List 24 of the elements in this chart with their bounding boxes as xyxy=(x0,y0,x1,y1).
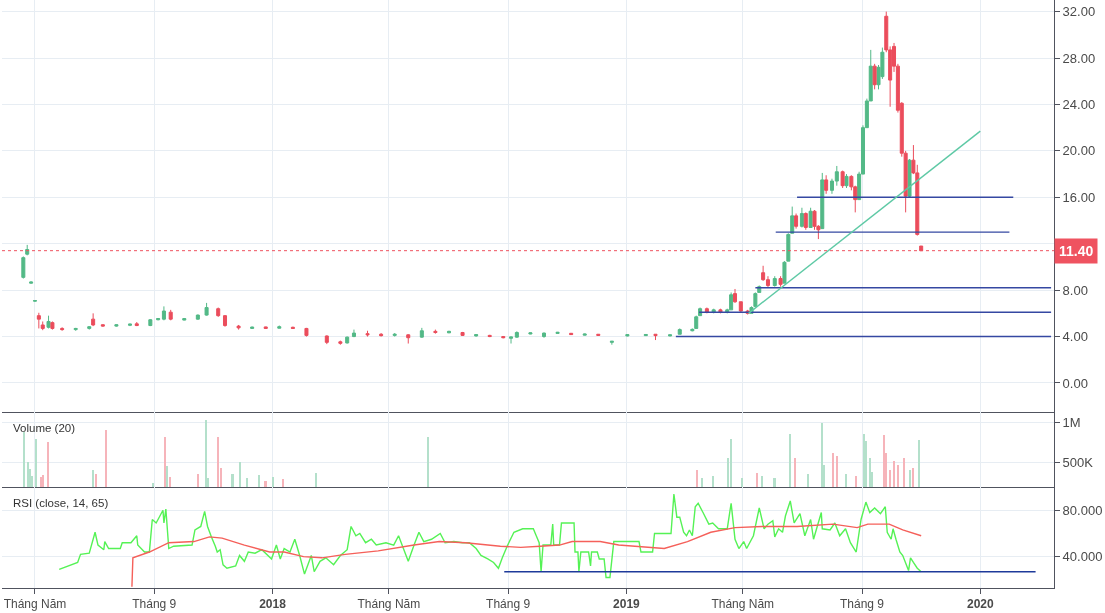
y-tick-label: 4.00 xyxy=(1062,329,1088,345)
y-tick-label: 28.00 xyxy=(1062,50,1096,66)
y-tick-label: 32.00 xyxy=(1062,4,1096,20)
y-tick-label: 40.000 xyxy=(1062,549,1103,565)
y-tick-label: 24.00 xyxy=(1062,97,1096,112)
x-tick-label: Tháng Năm xyxy=(3,597,67,612)
y-tick-label: 80.000 xyxy=(1062,502,1103,518)
x-tick-label: Tháng Năm xyxy=(357,597,421,612)
x-tick-label: 2019 xyxy=(613,597,641,612)
x-tick-label: 2020 xyxy=(966,597,994,612)
y-tick-label: 0.00 xyxy=(1062,375,1088,391)
y-tick-label: 20.00 xyxy=(1062,143,1096,159)
text: RSI (close, 14, 65) xyxy=(13,497,109,509)
y-tick-label: 16.00 xyxy=(1062,189,1096,205)
x-tick-label: 2018 xyxy=(259,597,287,612)
y-tick-label: 8.00 xyxy=(1062,282,1088,298)
ref-line-label: 11.40 xyxy=(1059,243,1094,259)
x-tick-label: Tháng 9 xyxy=(840,597,885,612)
y-tick-label: 1M xyxy=(1062,415,1081,431)
x-tick-label: Tháng 9 xyxy=(486,597,531,612)
x-tick-label: Tháng 9 xyxy=(132,597,177,612)
x-tick-label: Tháng Năm xyxy=(711,597,775,612)
y-tick-label: 500K xyxy=(1062,454,1094,470)
text: Volume (20) xyxy=(13,422,76,434)
